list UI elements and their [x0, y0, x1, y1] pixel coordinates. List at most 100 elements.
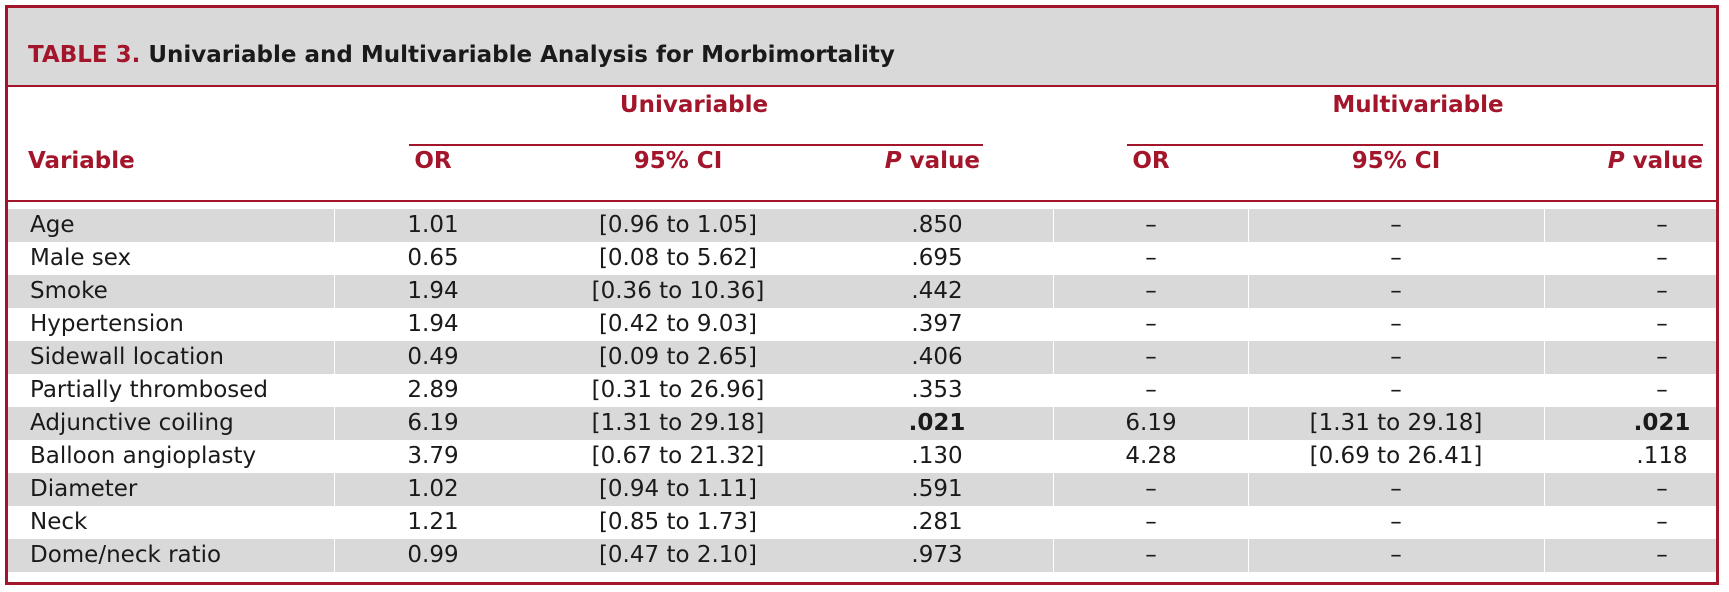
cell-m-p: – [1656, 476, 1668, 502]
cell-m-or: – [1145, 377, 1157, 403]
cell-variable: Diameter [30, 476, 138, 502]
cell-m-or: – [1145, 245, 1157, 271]
column-separator [334, 209, 335, 242]
table-row: Partially thrombosed 2.89 [0.31 to 26.96].… [8, 374, 1716, 407]
cell-u-p: .973 [911, 542, 963, 568]
table-frame: TABLE 3. Univariable and Multivariable An… [5, 5, 1719, 585]
cell-u-ci: [1.31 to 29.18] [591, 410, 765, 436]
cell-m-ci: – [1390, 377, 1402, 403]
table-row: Sidewall location 0.49 [0.09 to 2.65] .406 –… [8, 341, 1716, 374]
cell-m-ci: [0.69 to 26.41] [1309, 443, 1483, 469]
cell-u-or: 0.49 [407, 344, 459, 370]
cell-m-ci: [1.31 to 29.18] [1309, 410, 1483, 436]
p-value-label: value [1624, 148, 1703, 174]
cell-m-or: – [1145, 542, 1157, 568]
p-value-label: value [901, 148, 980, 174]
cell-m-p: – [1656, 377, 1668, 403]
column-header-multivariable-p: P value [1608, 148, 1703, 174]
cell-m-or: – [1145, 311, 1157, 337]
cell-variable: Adjunctive coiling [30, 410, 234, 436]
cell-m-or: – [1145, 212, 1157, 238]
cell-m-ci: – [1390, 476, 1402, 502]
cell-u-ci: [0.67 to 21.32] [591, 443, 765, 469]
column-header-univariable-ci: 95% CI [633, 148, 723, 174]
cell-m-or: – [1145, 344, 1157, 370]
cell-u-or: 0.99 [407, 542, 459, 568]
cell-u-or: 6.19 [407, 410, 459, 436]
cell-variable: Smoke [30, 278, 108, 304]
cell-variable: Dome/neck ratio [30, 542, 222, 568]
cell-m-or: – [1145, 509, 1157, 535]
column-separator [1053, 473, 1054, 506]
cell-m-or: – [1145, 476, 1157, 502]
cell-u-p: .397 [911, 311, 963, 337]
table-row: Diameter 1.02 [0.94 to 1.11] .591 – – – [8, 473, 1716, 506]
cell-m-ci: – [1390, 212, 1402, 238]
cell-m-ci: – [1390, 245, 1402, 271]
column-separator [1053, 209, 1054, 242]
column-separator [1544, 341, 1545, 374]
cell-m-ci: – [1390, 278, 1402, 304]
p-italic: P [884, 148, 902, 174]
cell-m-p: – [1656, 212, 1668, 238]
cell-u-or: 2.89 [407, 377, 459, 403]
column-separator [334, 275, 335, 308]
cell-m-p: – [1656, 509, 1668, 535]
multivariable-group-header: Multivariable [1332, 92, 1504, 118]
column-header-univariable-or: OR [414, 148, 452, 174]
table-row: Balloon angioplasty 3.79 [0.67 to 21.32] .1… [8, 440, 1716, 473]
cell-u-p: .695 [911, 245, 963, 271]
cell-m-ci: – [1390, 311, 1402, 337]
table-row: Age 1.01 [0.96 to 1.05] .850 – – – [8, 209, 1716, 242]
cell-variable: Hypertension [30, 311, 184, 337]
cell-u-p: .130 [911, 443, 963, 469]
cell-u-ci: [0.08 to 5.62] [598, 245, 758, 271]
cell-u-or: 1.94 [407, 311, 459, 337]
cell-m-p: – [1656, 344, 1668, 370]
column-separator [334, 473, 335, 506]
table-title-bar: TABLE 3. Univariable and Multivariable An… [8, 8, 1716, 87]
column-separator [1053, 275, 1054, 308]
column-separator [1053, 341, 1054, 374]
cell-m-or: 6.19 [1125, 410, 1177, 436]
cell-variable: Male sex [30, 245, 132, 271]
column-separator [1544, 275, 1545, 308]
cell-m-or: 4.28 [1125, 443, 1177, 469]
column-separator [1544, 473, 1545, 506]
cell-u-p: .353 [911, 377, 963, 403]
cell-u-or: 0.65 [407, 245, 459, 271]
column-separator [1544, 539, 1545, 572]
column-separator [1544, 407, 1545, 440]
column-separator [1053, 407, 1054, 440]
column-header-multivariable-or: OR [1132, 148, 1170, 174]
multivariable-group-rule [1127, 144, 1703, 146]
table-row: Dome/neck ratio 0.99 [0.47 to 2.10] .973 – – – [8, 539, 1716, 572]
column-separator [1053, 539, 1054, 572]
cell-u-or: 3.79 [407, 443, 459, 469]
cell-u-ci: [0.96 to 1.05] [598, 212, 758, 238]
cell-u-p: .281 [911, 509, 963, 535]
cell-u-or: 1.21 [407, 509, 459, 535]
univariable-group-header: Univariable [619, 92, 769, 118]
cell-m-p: – [1656, 245, 1668, 271]
column-separator [1248, 209, 1249, 242]
p-italic: P [1607, 148, 1625, 174]
table-row: Male sex 0.65 [0.08 to 5.62] .695 – – – [8, 242, 1716, 275]
table-row: Hypertension 1.94 [0.42 to 9.03] .397 – – – [8, 308, 1716, 341]
column-separator [334, 539, 335, 572]
cell-u-p: .406 [911, 344, 963, 370]
univariable-group-rule [409, 144, 983, 146]
cell-u-or: 1.94 [407, 278, 459, 304]
column-header-multivariable-ci: 95% CI [1351, 148, 1441, 174]
table-row: Neck 1.21 [0.85 to 1.73] .281 – – – [8, 506, 1716, 539]
column-separator [1248, 341, 1249, 374]
cell-m-ci: – [1390, 509, 1402, 535]
cell-m-p: – [1656, 278, 1668, 304]
column-separator [334, 341, 335, 374]
cell-u-ci: [0.31 to 26.96] [591, 377, 765, 403]
cell-u-p: .442 [911, 278, 963, 304]
cell-u-ci: [0.42 to 9.03] [598, 311, 758, 337]
cell-u-p: .021 [908, 410, 966, 436]
table-row: Smoke 1.94 [0.36 to 10.36] .442 – – – [8, 275, 1716, 308]
cell-m-p: .021 [1633, 410, 1691, 436]
